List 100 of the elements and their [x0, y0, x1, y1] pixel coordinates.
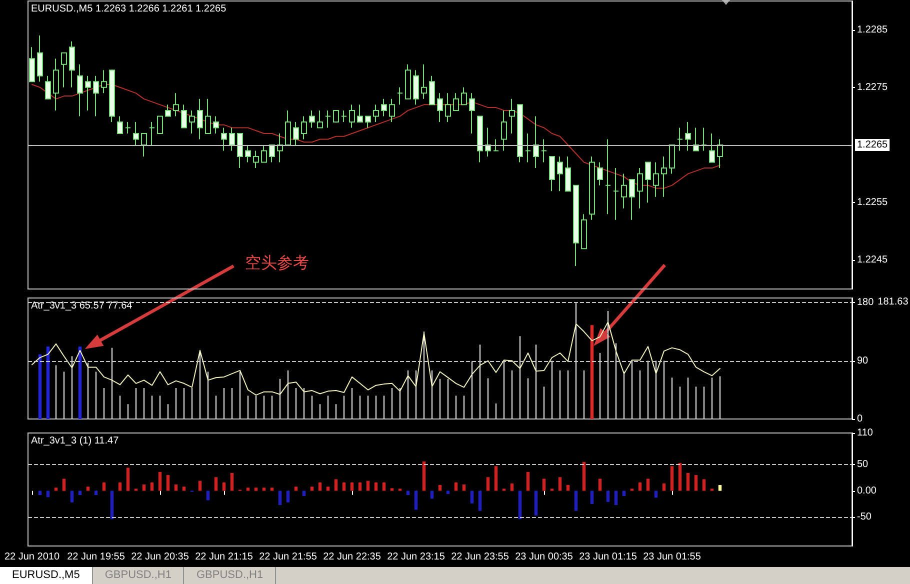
candlestick	[181, 104, 187, 128]
candlestick	[485, 127, 491, 158]
candlestick	[261, 144, 267, 163]
tab: EURUSD.,M5	[0, 567, 93, 584]
bar	[654, 490, 658, 498]
candlestick	[517, 104, 523, 163]
candlestick	[325, 110, 331, 128]
bar	[326, 486, 330, 491]
bar	[614, 490, 618, 506]
y-tick-label: 180	[857, 297, 874, 308]
bar	[486, 477, 490, 491]
chart-title: Atr_3v1_3 65.57 77.64	[31, 300, 133, 312]
bar	[62, 478, 66, 491]
x-tick-label: 22 Jun 20:35	[131, 552, 190, 562]
candlestick	[405, 64, 411, 100]
candlestick	[237, 132, 243, 169]
bar	[414, 490, 418, 510]
bar	[670, 466, 674, 491]
candlestick	[373, 104, 379, 122]
candlestick	[333, 110, 339, 122]
y-tick-label: 90	[857, 355, 869, 366]
candlestick	[469, 92, 475, 134]
candlestick	[53, 58, 59, 111]
candlestick	[37, 35, 43, 82]
bar	[150, 482, 154, 491]
candlestick	[61, 52, 67, 88]
candlestick	[581, 214, 587, 250]
candlestick	[549, 156, 555, 192]
bar	[590, 325, 594, 419]
candlestick	[461, 86, 467, 106]
bar	[270, 488, 274, 491]
candlestick	[197, 98, 203, 140]
y-tick-label: 1.2255	[857, 197, 888, 208]
candlestick	[445, 92, 451, 122]
candlestick	[357, 104, 363, 122]
candlestick	[253, 150, 259, 169]
bar	[278, 490, 282, 506]
candlestick	[453, 92, 459, 111]
annotation: 空头参考	[244, 253, 309, 272]
bar	[718, 485, 722, 491]
y-tick-label: 0	[857, 414, 863, 424]
bar	[198, 480, 202, 491]
bar	[438, 485, 442, 491]
bar	[54, 488, 58, 491]
bar	[582, 462, 586, 491]
candlestick	[597, 162, 603, 186]
bar	[374, 482, 378, 491]
candlestick	[437, 92, 443, 122]
x-tick-label: 23 Jun 01:15	[579, 552, 638, 562]
candlestick	[133, 121, 139, 146]
bar	[86, 486, 90, 491]
candlestick	[317, 110, 323, 128]
x-tick-label: 22 Jun 21:55	[259, 552, 318, 562]
candlestick	[701, 127, 707, 152]
y-tick-label: 0.00	[857, 485, 877, 496]
candlestick	[93, 75, 99, 117]
candlestick	[477, 116, 483, 163]
chart-title: Atr_3v1_3 (1) 11.47	[31, 436, 120, 446]
bar	[382, 482, 386, 491]
x-tick-label: 22 Jun 2010	[4, 552, 60, 562]
bar	[214, 477, 218, 491]
y-tick-label: 110	[857, 428, 874, 438]
bar	[246, 488, 250, 491]
y-tick-label: 1.2285	[857, 24, 888, 36]
candlestick	[653, 162, 659, 198]
bar	[70, 490, 74, 502]
bar	[622, 490, 626, 496]
candlestick	[77, 64, 83, 117]
bar	[78, 346, 82, 419]
bar	[702, 479, 706, 491]
x-tick-label: 22 Jun 19:55	[67, 552, 126, 562]
chart-title: EURUSD.,M5 1.2263 1.2266 1.2261 1.2265	[31, 4, 227, 14]
bar	[206, 490, 210, 500]
bar	[534, 490, 538, 516]
bar	[174, 484, 178, 491]
line-series	[32, 84, 720, 189]
ref-line-label: 1.2265	[857, 140, 888, 150]
candlestick	[277, 132, 283, 163]
candlestick	[509, 98, 515, 134]
bar	[598, 478, 602, 491]
candlestick	[165, 104, 171, 117]
bar	[166, 475, 170, 491]
bar	[574, 490, 578, 511]
bar	[470, 490, 474, 504]
bar	[118, 482, 122, 491]
bar	[566, 485, 570, 491]
candlestick	[613, 168, 619, 220]
bar	[510, 483, 514, 491]
candlestick	[149, 121, 155, 146]
candlestick	[645, 162, 651, 204]
bar	[390, 488, 394, 491]
candlestick	[621, 173, 627, 209]
bar	[286, 490, 290, 502]
candlestick	[349, 104, 355, 128]
x-tick-label: 22 Jun 23:55	[451, 552, 510, 562]
bar	[182, 486, 186, 491]
candlestick	[533, 116, 539, 169]
candlestick	[573, 184, 579, 266]
bar	[542, 478, 546, 491]
candlestick	[413, 70, 419, 106]
